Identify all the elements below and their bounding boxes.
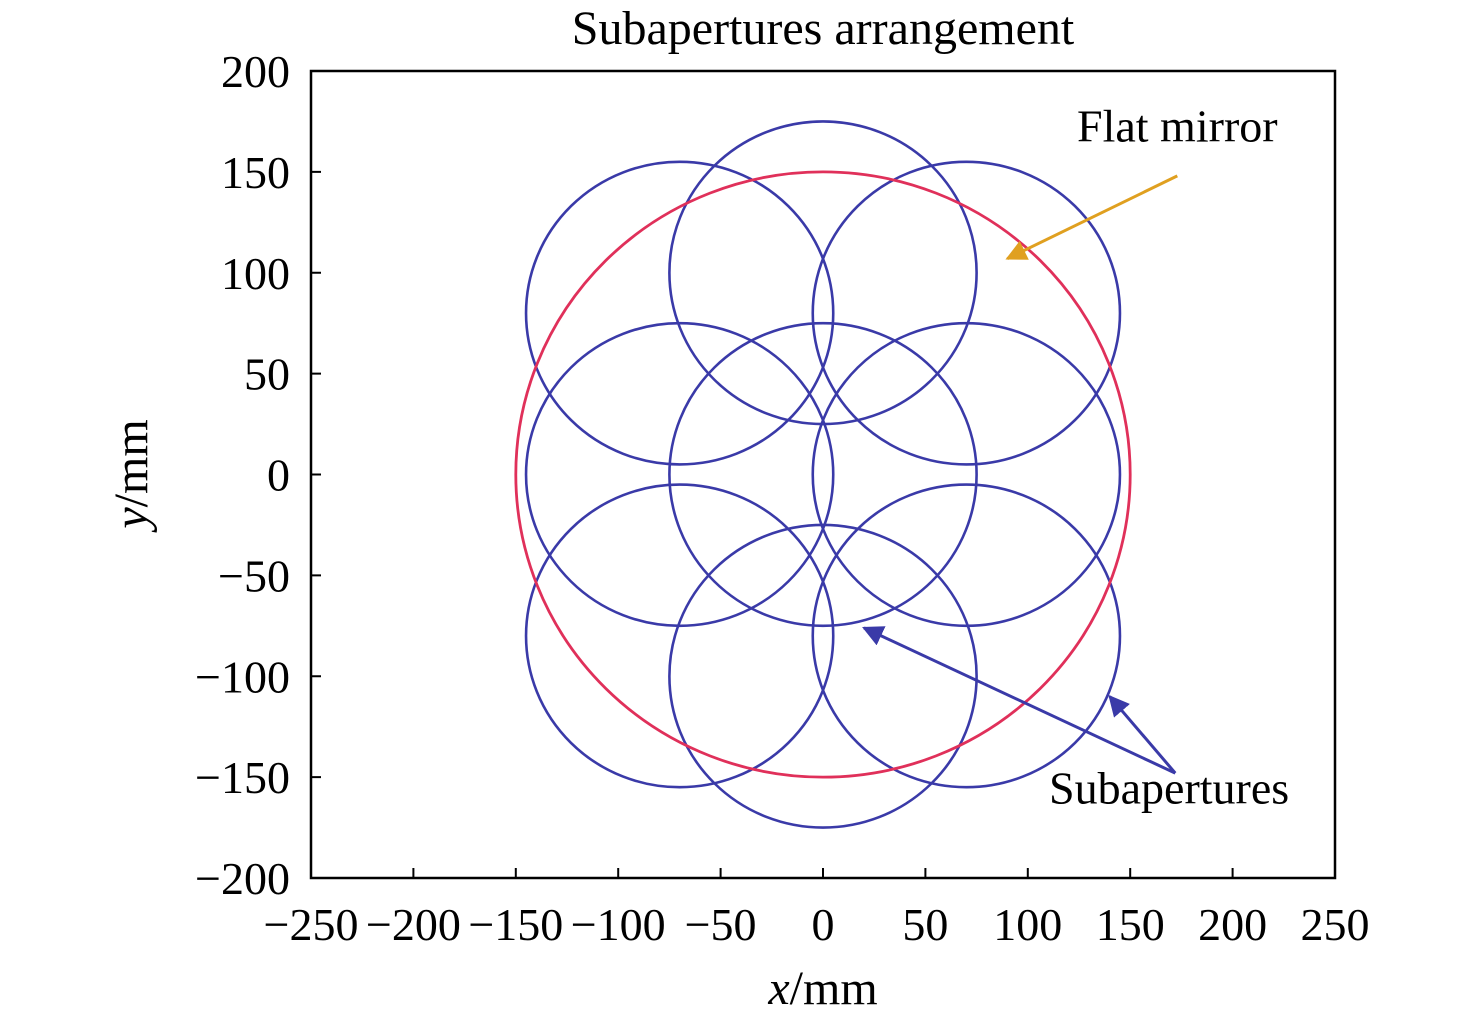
plot-frame: [309, 69, 1337, 880]
plot-area: [514, 120, 1132, 829]
x-tick-label: −100: [571, 899, 666, 950]
x-tick-label: 250: [1301, 899, 1370, 950]
x-axis: −250 −200 −150 −100 −50 0 50 100 150 200 250: [264, 868, 1370, 950]
y-tick-label: −200: [195, 853, 290, 904]
subaperture-circle: [524, 321, 835, 628]
y-axis-label: y/mm: [105, 419, 158, 533]
annotation-label: Flat mirror: [1077, 101, 1278, 152]
subaperture-circle: [811, 483, 1122, 789]
annotation-arrow: [1108, 694, 1177, 775]
y-tick-label: 100: [221, 248, 290, 299]
x-tick-label: 50: [902, 899, 948, 950]
y-axis: 200 150 100 50 0 −50 −100 −150 −200: [195, 46, 321, 904]
x-tick-label: 150: [1096, 899, 1165, 950]
y-tick-label: −150: [195, 752, 290, 803]
x-axis-label: x/mm: [767, 962, 877, 1015]
y-tick-label: −50: [218, 550, 290, 601]
annotation-arrow: [862, 626, 1176, 775]
subaperture-circle: [811, 321, 1122, 628]
y-tick-label: −100: [195, 651, 290, 702]
x-tick-label: −250: [264, 899, 359, 950]
y-tick-label: 50: [244, 349, 290, 400]
subaperture-circle: [524, 483, 835, 789]
subaperture-circle: [524, 160, 835, 466]
y-tick-label: 0: [267, 450, 290, 501]
x-tick-label: 0: [812, 899, 835, 950]
flat-mirror-circle: [514, 170, 1132, 779]
x-tick-label: −50: [685, 899, 757, 950]
y-tick-label: 150: [221, 147, 290, 198]
subaperture-circle: [668, 523, 978, 829]
annotation-label: Subapertures: [1049, 762, 1289, 813]
subaperture-circle: [811, 160, 1122, 466]
annotation-arrow: [1005, 174, 1178, 260]
annotations: Flat mirror Subapertures: [862, 101, 1289, 813]
x-tick-label: 200: [1198, 899, 1267, 950]
x-tick-label: −200: [366, 899, 461, 950]
chart-title: Subapertures arrangement: [572, 2, 1075, 55]
y-tick-label: 200: [221, 46, 290, 97]
subaperture-circle: [668, 120, 978, 426]
subaperture-circle: [668, 321, 978, 628]
x-tick-label: −150: [468, 899, 563, 950]
x-tick-label: 100: [993, 899, 1062, 950]
